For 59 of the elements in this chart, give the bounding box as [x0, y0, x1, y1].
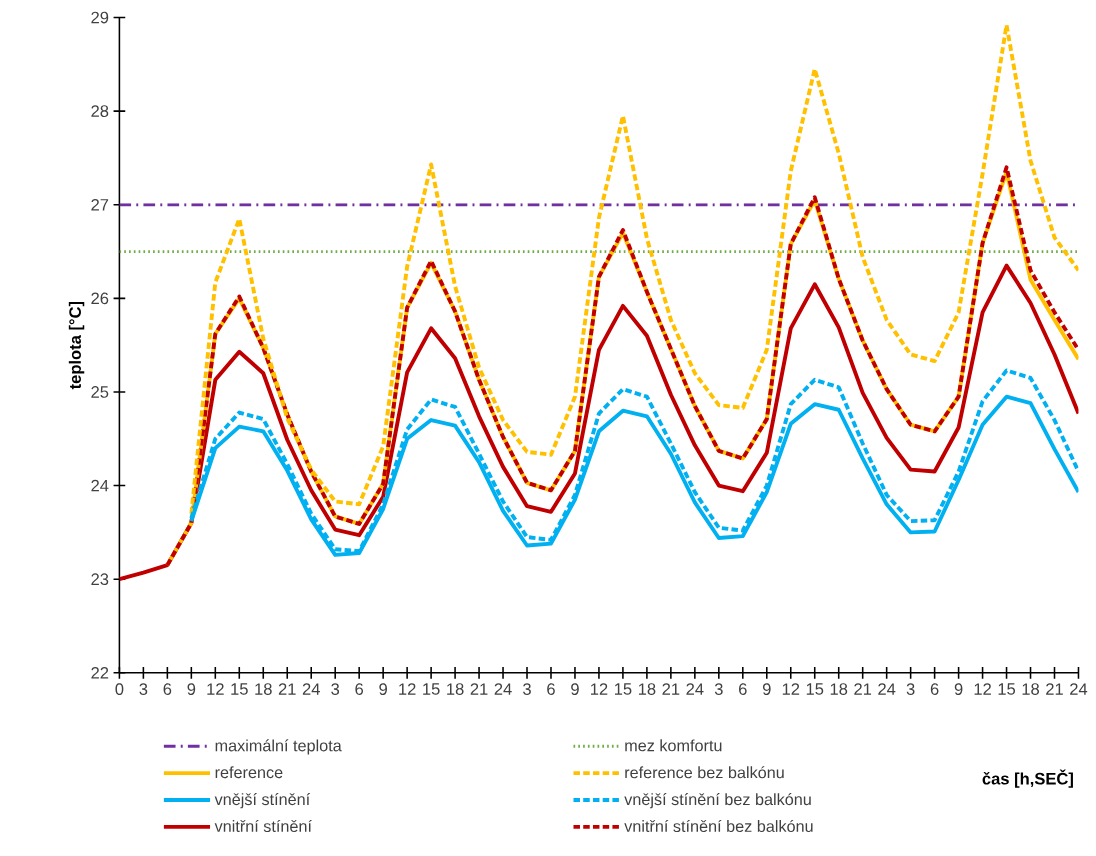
legend-label: vnitřní stínění	[214, 819, 312, 833]
legend-label: vnější stínění	[214, 793, 311, 809]
y-tick-label: 26	[91, 292, 109, 305]
x-tick-label: 24	[686, 683, 704, 695]
x-tick-label: 3	[906, 683, 915, 696]
x-tick-label: 21	[470, 683, 488, 695]
x-tick-label: 18	[255, 683, 272, 696]
x-tick-label: 9	[954, 683, 963, 696]
x-tick-label: 18	[1022, 683, 1040, 696]
x-axis-title: čas [h,SEČ]	[982, 769, 1073, 788]
y-tick-label: 28	[91, 105, 109, 118]
x-tick-label: 12	[782, 683, 800, 695]
x-tick-label: 9	[187, 683, 196, 696]
x-tick-label: 18	[638, 683, 656, 696]
x-tick-label: 6	[739, 683, 747, 696]
y-tick-label: 23	[91, 573, 109, 586]
y-tick-label: 29	[91, 11, 109, 24]
x-tick-label: 18	[830, 683, 848, 696]
x-tick-label: 6	[930, 683, 939, 696]
y-tick-label: 24	[91, 479, 109, 492]
legend-label: reference bez balkónu	[625, 766, 784, 779]
x-tick-label: 12	[974, 683, 991, 695]
x-tick-label: 3	[331, 683, 340, 696]
x-tick-label: 12	[399, 683, 416, 695]
x-tick-label: 21	[278, 683, 296, 695]
x-tick-label: 3	[714, 683, 723, 696]
y-tick-label: 27	[91, 199, 109, 211]
x-tick-label: 15	[614, 683, 632, 695]
y-tick-label: 25	[91, 386, 109, 398]
x-tick-label: 24	[494, 683, 512, 695]
x-tick-label: 21	[1046, 683, 1063, 695]
x-tick-label: 3	[523, 683, 531, 696]
legend-label: maximální teplota	[215, 739, 342, 755]
x-tick-label: 15	[231, 683, 248, 695]
x-tick-label: 15	[423, 683, 440, 695]
x-tick-label: 0	[115, 683, 124, 696]
x-tick-label: 12	[207, 683, 224, 695]
y-axis-title: teplota [°C]	[68, 301, 85, 390]
legend-label: reference	[215, 766, 283, 779]
x-tick-label: 6	[547, 683, 555, 696]
x-tick-label: 12	[591, 683, 608, 695]
x-tick-label: 21	[662, 683, 680, 695]
x-tick-label: 9	[571, 683, 579, 696]
x-tick-label: 24	[878, 683, 896, 695]
x-tick-label: 21	[854, 683, 872, 695]
x-tick-label: 15	[806, 683, 824, 695]
x-tick-label: 18	[447, 683, 464, 696]
x-tick-label: 3	[139, 683, 148, 696]
x-tick-label: 15	[998, 683, 1016, 695]
x-tick-label: 9	[379, 683, 387, 696]
x-tick-label: 6	[355, 683, 364, 696]
x-tick-label: 24	[1070, 683, 1088, 695]
legend-label: vnější stínění bez balkónu	[624, 793, 811, 809]
x-tick-label: 9	[762, 683, 771, 696]
y-tick-label: 22	[91, 667, 109, 679]
x-tick-label: 6	[163, 683, 172, 696]
x-tick-label: 24	[302, 683, 320, 695]
legend-label: mez komfortu	[625, 739, 722, 752]
legend-label: vnitřní stínění bez balkónu	[624, 819, 813, 833]
